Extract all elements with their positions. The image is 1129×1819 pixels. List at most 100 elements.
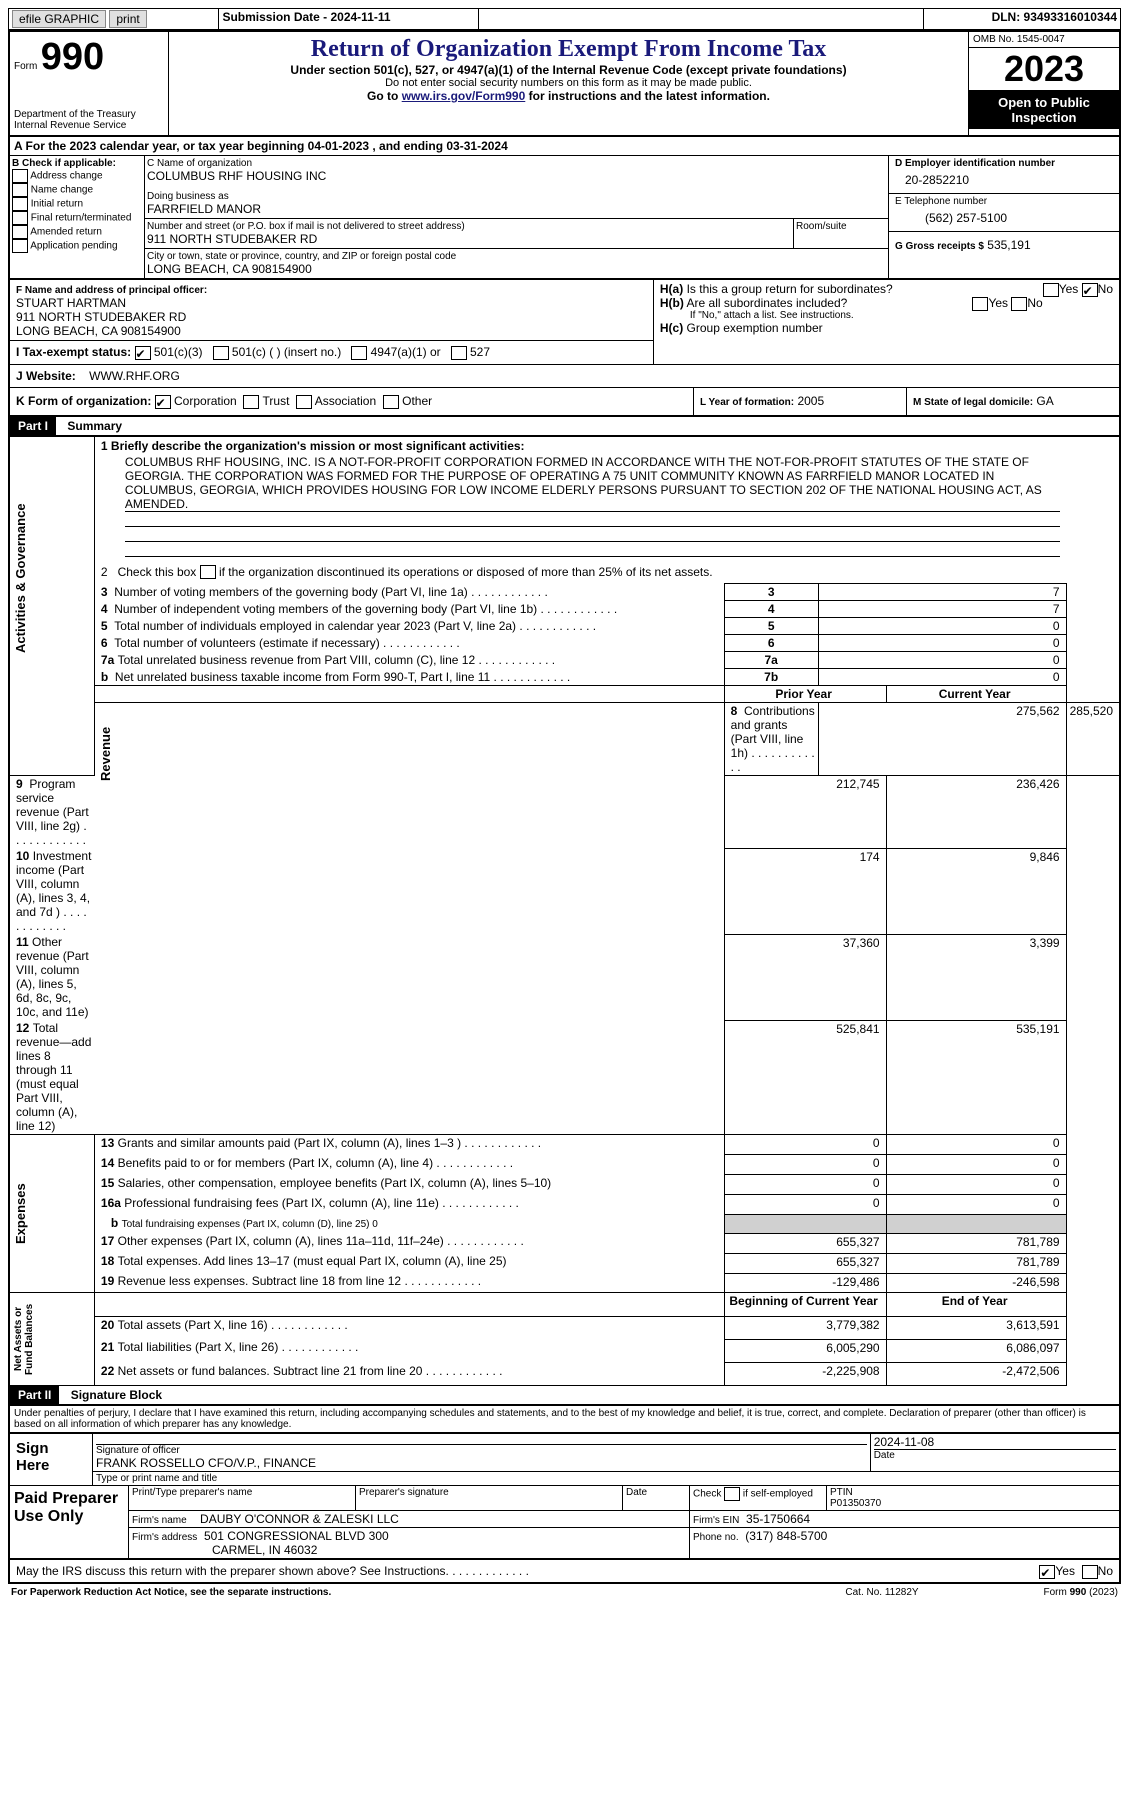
E-label: E Telephone number: [895, 196, 1113, 207]
firm-phone-label: Phone no.: [693, 1532, 739, 1543]
gov-row: 3 Number of voting members of the govern…: [9, 584, 1120, 601]
exp-row: 18 Total expenses. Add lines 13–17 (must…: [9, 1253, 1120, 1273]
dba-value: FARRFIELD MANOR: [147, 202, 886, 216]
exp-row: 14 Benefits paid to or for members (Part…: [9, 1155, 1120, 1175]
type-name-label: Type or print name and title: [93, 1472, 1121, 1486]
goto-link: Go to www.irs.gov/Form990 for instructio…: [177, 89, 960, 103]
sidebar-expenses: Expenses: [13, 1136, 28, 1291]
form-number: 990: [41, 36, 104, 78]
open-public-badge: Open to Public Inspection: [969, 91, 1119, 129]
chk-501c3[interactable]: [135, 346, 151, 360]
firm-ein-label: Firm's EIN: [693, 1515, 739, 1526]
paperwork-notice: For Paperwork Reduction Act Notice, see …: [8, 1586, 789, 1599]
chk-self-employed[interactable]: [724, 1487, 740, 1501]
G-label: G Gross receipts $: [895, 241, 984, 252]
J-label: J Website:: [16, 369, 76, 383]
room-label: Room/suite: [796, 221, 886, 232]
col-begin: Beginning of Current Year: [724, 1293, 886, 1316]
chk-527[interactable]: [451, 346, 467, 360]
sidebar-governance: Activities & Governance: [13, 438, 28, 718]
line-A: A For the 2023 calendar year, or tax yea…: [8, 137, 1121, 155]
officer-street: 911 NORTH STUDEBAKER RD: [16, 310, 647, 324]
firm-ein: 35-1750664: [746, 1512, 810, 1526]
ptin-value: P01350370: [830, 1498, 1116, 1509]
chk-amended: Amended return: [12, 225, 142, 239]
paid-preparer: Paid Preparer Use Only: [9, 1486, 129, 1559]
ptin-label: PTIN: [830, 1487, 1116, 1498]
chk-name: Name change: [12, 183, 142, 197]
gov-row: 6 Total number of volunteers (estimate i…: [9, 635, 1120, 652]
chk-4947[interactable]: [351, 346, 367, 360]
prep-sig-label: Preparer's signature: [356, 1486, 623, 1511]
net-row: 21 Total liabilities (Part X, line 26)6,…: [9, 1339, 1120, 1362]
B-label: B Check if applicable:: [12, 158, 142, 169]
city-value: LONG BEACH, CA 908154900: [147, 262, 886, 276]
sign-here: Sign Here: [9, 1433, 93, 1486]
dept-treasury: Department of the Treasury Internal Reve…: [14, 109, 164, 131]
efile-button[interactable]: efile GRAPHIC: [12, 10, 106, 28]
print-button[interactable]: print: [109, 10, 146, 28]
part1-title: Summary: [59, 417, 130, 435]
gov-row: 5 Total number of individuals employed i…: [9, 618, 1120, 635]
date-label: Date: [874, 1449, 1116, 1461]
chk-other[interactable]: [383, 395, 399, 409]
col-current: Current Year: [886, 686, 1066, 703]
chk-trust[interactable]: [243, 395, 259, 409]
subtitle: Under section 501(c), 527, or 4947(a)(1)…: [177, 63, 960, 77]
exp-row: b Total fundraising expenses (Part IX, c…: [9, 1215, 1120, 1234]
phone-value: (562) 257-5100: [895, 207, 1113, 229]
chk-corp[interactable]: [155, 395, 171, 409]
date-label2: Date: [623, 1486, 690, 1511]
Hb-line: H(b) Are all subordinates included? Yes …: [660, 296, 1113, 310]
firm-city: CARMEL, IN 46032: [132, 1543, 686, 1557]
chk-discuss-yes[interactable]: [1039, 1565, 1055, 1579]
chk-final: Final return/terminated: [12, 211, 142, 225]
firm-addr: 501 CONGRESSIONAL BLVD 300: [204, 1529, 389, 1543]
org-name: COLUMBUS RHF HOUSING INC: [147, 169, 886, 183]
Hb-note: If "No," attach a list. See instructions…: [660, 310, 1113, 321]
gov-row: b Net unrelated business taxable income …: [9, 669, 1120, 686]
website-value: WWW.RHF.ORG: [89, 369, 180, 383]
sig-officer-label: Signature of officer: [96, 1444, 867, 1456]
chk-501c[interactable]: [213, 346, 229, 360]
prep-name-label: Print/Type preparer's name: [129, 1486, 356, 1511]
cat-number: Cat. No. 11282Y: [789, 1586, 975, 1599]
officer-signed: FRANK ROSSELLO CFO/V.P., FINANCE: [96, 1456, 867, 1470]
part1-badge: Part I: [10, 417, 56, 435]
firm-phone: (317) 848-5700: [745, 1529, 827, 1543]
exp-row: 19 Revenue less expenses. Subtract line …: [9, 1273, 1120, 1293]
city-label: City or town, state or province, country…: [147, 251, 886, 262]
L-label: L Year of formation:: [700, 397, 794, 408]
chk-discuss-no[interactable]: [1082, 1565, 1098, 1579]
gov-row: 7a Total unrelated business revenue from…: [9, 652, 1120, 669]
dba-label: Doing business as: [147, 191, 886, 202]
year-formation: 2005: [797, 394, 824, 408]
D-label: D Employer identification number: [895, 158, 1113, 169]
exp-row: 16a Professional fundraising fees (Part …: [9, 1195, 1120, 1215]
firm-name: DAUBY O'CONNOR & ZALESKI LLC: [200, 1512, 399, 1526]
domicile-value: GA: [1036, 394, 1053, 408]
Ha-line: H(a) Is this a group return for subordin…: [660, 282, 1113, 296]
mission-text: COLUMBUS RHF HOUSING, INC. IS A NOT-FOR-…: [125, 455, 1060, 512]
sign-date: 2024-11-08: [874, 1435, 1116, 1449]
part2-title: Signature Block: [63, 1386, 170, 1404]
part2-badge: Part II: [10, 1386, 59, 1404]
chk-assoc[interactable]: [296, 395, 312, 409]
sidebar-revenue: Revenue: [98, 704, 113, 804]
F-label: F Name and address of principal officer:: [16, 285, 207, 296]
tax-year: 2023: [969, 48, 1119, 91]
form-label: Form: [14, 61, 37, 72]
net-row: 20 Total assets (Part X, line 16)3,779,3…: [9, 1316, 1120, 1339]
net-row: 22 Net assets or fund balances. Subtract…: [9, 1363, 1120, 1386]
discuss-label: May the IRS discuss this return with the…: [16, 1564, 529, 1578]
street-value: 911 NORTH STUDEBAKER RD: [147, 232, 791, 246]
chk-discontinued[interactable]: [200, 565, 216, 579]
q1-label: 1 Briefly describe the organization's mi…: [101, 439, 525, 453]
gross-receipts: 535,191: [987, 238, 1030, 252]
submission-date: Submission Date - 2024-11-11: [219, 9, 479, 30]
officer-name: STUART HARTMAN: [16, 296, 647, 310]
gov-row: 4 Number of independent voting members o…: [9, 601, 1120, 618]
street-label: Number and street (or P.O. box if mail i…: [147, 221, 791, 232]
Hc-line: H(c) Group exemption number: [660, 321, 1113, 335]
exp-row: 17 Other expenses (Part IX, column (A), …: [9, 1233, 1120, 1253]
